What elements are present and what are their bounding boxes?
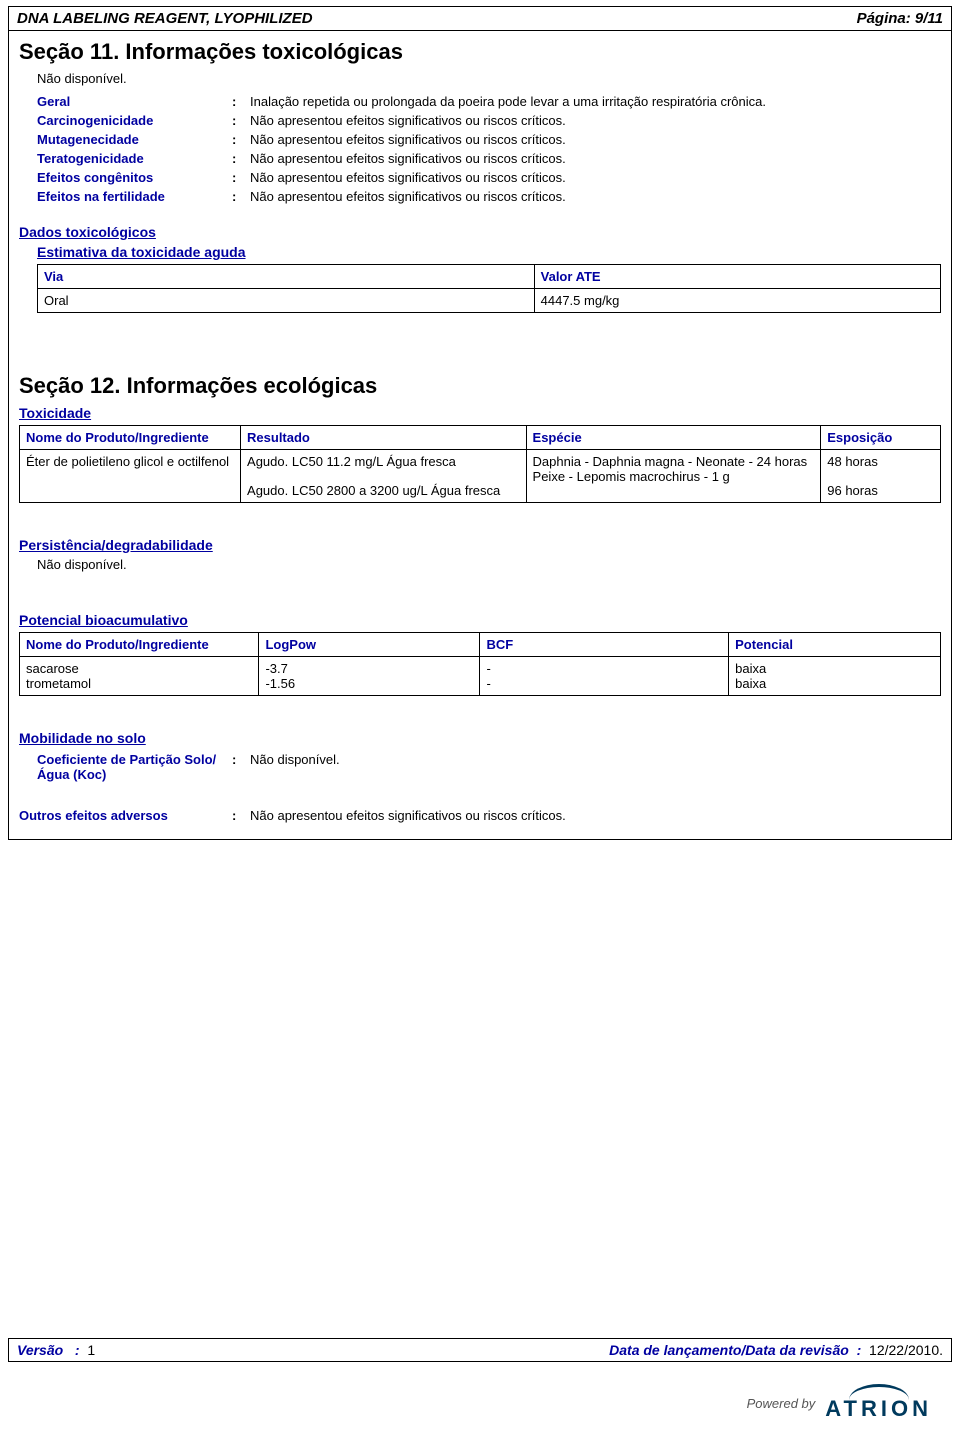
colon: : <box>232 168 250 187</box>
product-name: DNA LABELING REAGENT, LYOPHILIZED <box>17 10 313 27</box>
label-congen: Efeitos congênitos <box>37 168 232 187</box>
atrion-logo: ATRION <box>825 1384 932 1422</box>
ate-table: Via Valor ATE Oral 4447.5 mg/kg <box>37 264 941 313</box>
version-value: 1 <box>87 1342 95 1358</box>
other-effects-label: Outros efeitos adversos <box>19 806 232 825</box>
powered-by-block: Powered by ATRION <box>747 1384 932 1422</box>
section-11-not-available: Não disponível. <box>37 71 941 86</box>
other-effects-value: Não apresentou efeitos significativos ou… <box>250 806 941 825</box>
tox-species-1: Daphnia - Daphnia magna - Neonate - 24 h… <box>533 454 815 469</box>
bio-cell: - - <box>480 657 729 696</box>
label-carcino: Carcinogenicidade <box>37 111 232 130</box>
bio-r2-name: trometamol <box>26 676 252 691</box>
colon: : <box>232 92 250 111</box>
tox-cell-species: Daphnia - Daphnia magna - Neonate - 24 h… <box>526 450 821 503</box>
tox-exp-2: 96 horas <box>827 483 934 498</box>
date-label: Data de lançamento/Data da revisão <box>609 1342 849 1358</box>
bio-r2-logpow: -1.56 <box>265 676 473 691</box>
ate-cell-via: Oral <box>38 289 535 313</box>
tox-th-exposure: Esposição <box>821 426 941 450</box>
page-number: Página: 9/11 <box>857 10 943 27</box>
label-terato: Teratogenicidade <box>37 149 232 168</box>
bio-r2-bcf: - <box>486 676 722 691</box>
label-fertil: Efeitos na fertilidade <box>37 187 232 206</box>
bio-r1-bcf: - <box>486 661 722 676</box>
bio-th-potential: Potencial <box>729 633 941 657</box>
bio-th-bcf: BCF <box>480 633 729 657</box>
ate-heading: Estimativa da toxicidade aguda <box>37 244 941 260</box>
koc-label: Coeficiente de Partição Solo/Água (Koc) <box>37 750 232 784</box>
document-footer: Versão : 1 Data de lançamento/Data da re… <box>8 1338 952 1362</box>
colon: : <box>232 806 250 825</box>
colon: : <box>232 187 250 206</box>
bio-r1-pot: baixa <box>735 661 934 676</box>
tox-cell-exposure: 48 horas 96 horas <box>821 450 941 503</box>
colon: : <box>232 750 250 784</box>
ate-header-value: Valor ATE <box>534 265 940 289</box>
section-11-properties-table: Geral : Inalação repetida ou prolongada … <box>37 92 941 206</box>
tox-species-2: Peixe - Lepomis macrochirus - 1 g <box>533 469 815 484</box>
tox-th-result: Resultado <box>241 426 527 450</box>
colon: : <box>232 149 250 168</box>
powered-by-text: Powered by <box>747 1396 816 1411</box>
bio-th-name: Nome do Produto/Ingrediente <box>20 633 259 657</box>
label-mutagen: Mutagenecidade <box>37 130 232 149</box>
value-congen: Não apresentou efeitos significativos ou… <box>250 168 941 187</box>
bioacc-heading: Potencial bioacumulativo <box>19 612 941 628</box>
tox-th-species: Espécie <box>526 426 821 450</box>
toxicity-table: Nome do Produto/Ingrediente Resultado Es… <box>19 425 941 503</box>
persistence-value: Não disponível. <box>37 557 941 572</box>
bio-r1-logpow: -3.7 <box>265 661 473 676</box>
tox-data-heading: Dados toxicológicos <box>19 224 941 240</box>
value-carcino: Não apresentou efeitos significativos ou… <box>250 111 941 130</box>
version-label: Versão <box>17 1342 63 1358</box>
colon: : <box>232 130 250 149</box>
bio-th-logpow: LogPow <box>259 633 480 657</box>
bio-cell: baixa baixa <box>729 657 941 696</box>
value-geral: Inalação repetida ou prolongada da poeir… <box>250 92 941 111</box>
toxicity-heading: Toxicidade <box>19 405 941 421</box>
bio-r1-name: sacarose <box>26 661 252 676</box>
ate-cell-value: 4447.5 mg/kg <box>534 289 940 313</box>
mobility-heading: Mobilidade no solo <box>19 730 941 746</box>
bio-cell: -3.7 -1.56 <box>259 657 480 696</box>
value-fertil: Não apresentou efeitos significativos ou… <box>250 187 941 206</box>
section-12-title: Seção 12. Informações ecológicas <box>19 373 941 399</box>
tox-exp-1: 48 horas <box>827 454 934 469</box>
section-11-title: Seção 11. Informações toxicológicas <box>19 39 941 65</box>
colon: : <box>232 111 250 130</box>
bio-r2-pot: baixa <box>735 676 934 691</box>
bio-cell: sacarose trometamol <box>20 657 259 696</box>
tox-cell-result: Agudo. LC50 11.2 mg/L Água fresca Agudo.… <box>241 450 527 503</box>
tox-result-1: Agudo. LC50 11.2 mg/L Água fresca <box>247 454 520 469</box>
ate-header-via: Via <box>38 265 535 289</box>
tox-th-name: Nome do Produto/Ingrediente <box>20 426 241 450</box>
value-terato: Não apresentou efeitos significativos ou… <box>250 149 941 168</box>
bioacc-table: Nome do Produto/Ingrediente LogPow BCF P… <box>19 632 941 696</box>
label-geral: Geral <box>37 92 232 111</box>
persistence-heading: Persistência/degradabilidade <box>19 537 941 553</box>
date-value: 12/22/2010. <box>869 1342 943 1358</box>
version-block: Versão : 1 <box>17 1342 95 1358</box>
tox-cell-name: Éter de polietileno glicol e octilfenol <box>20 450 241 503</box>
koc-value: Não disponível. <box>250 750 941 784</box>
document-header: DNA LABELING REAGENT, LYOPHILIZED Página… <box>9 7 951 31</box>
tox-result-2: Agudo. LC50 2800 a 3200 ug/L Água fresca <box>247 483 520 498</box>
logo-text: ATRION <box>825 1396 932 1422</box>
date-block: Data de lançamento/Data da revisão : 12/… <box>609 1342 943 1358</box>
value-mutagen: Não apresentou efeitos significativos ou… <box>250 130 941 149</box>
